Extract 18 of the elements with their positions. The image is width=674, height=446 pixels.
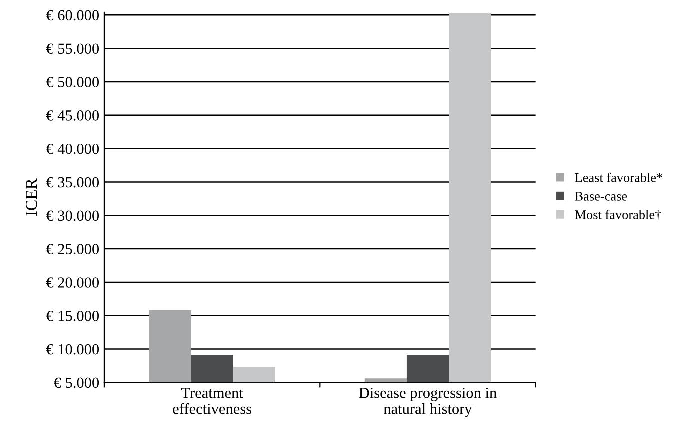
x-tick-label: Disease progression in natural history (359, 388, 497, 418)
y-tick-label: € 20.000 (46, 278, 100, 288)
y-tick-label: € 35.000 (46, 177, 100, 188)
y-tick-label: € 30.000 (46, 210, 100, 222)
y-tick-label: € 45.000 (46, 110, 100, 121)
x-tick-label: Treatment effectiveness (173, 388, 252, 414)
y-tick-label: € 10.000 (46, 344, 100, 355)
legend-label: Most favorable† (575, 210, 662, 221)
y-tick-label: € 25.000 (46, 244, 100, 255)
y-axis-title: ICER (26, 178, 38, 216)
legend-label: Base-case (575, 192, 628, 201)
y-tick-label: € 50.000 (46, 77, 100, 88)
y-tick-label: € 60.000 (46, 10, 100, 21)
legend-label: Least favorable* (575, 172, 662, 182)
y-tick-label: € 40.000 (46, 144, 100, 154)
y-tick-label: € 55.000 (46, 44, 100, 54)
y-tick-label: € 5.000 (54, 378, 100, 388)
y-tick-label: € 15.000 (46, 310, 100, 322)
